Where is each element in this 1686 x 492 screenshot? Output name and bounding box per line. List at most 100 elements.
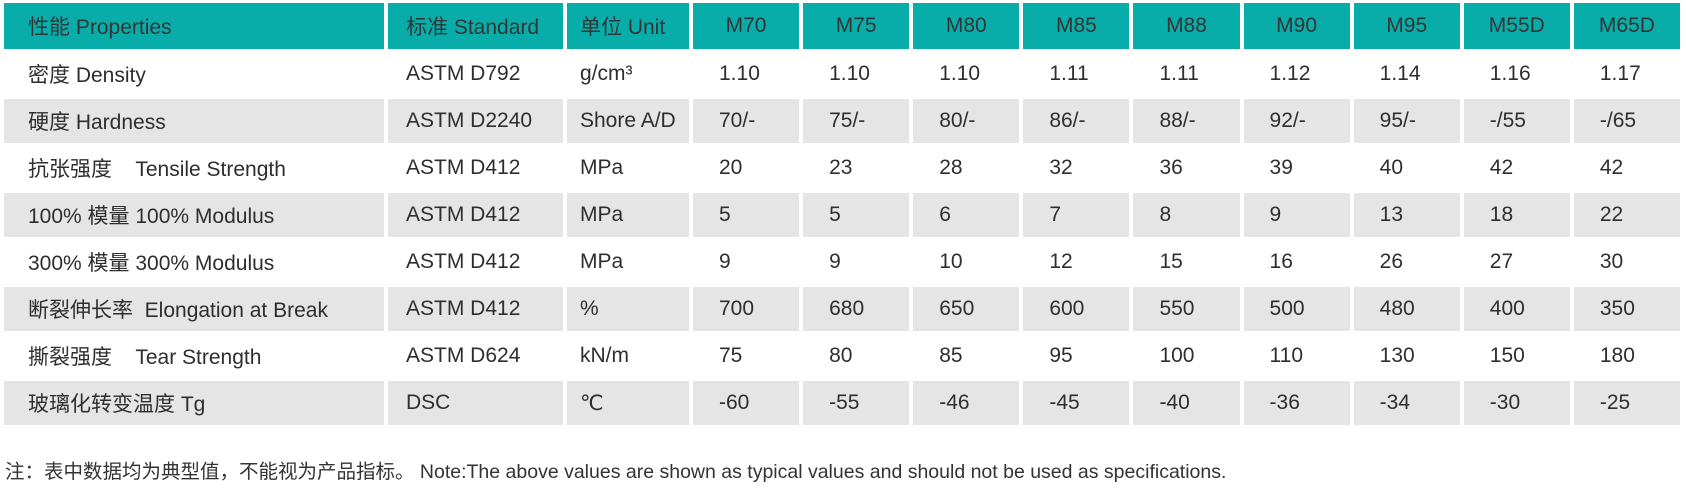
table-body: 密度 Density ASTM D792 g/cm³ 1.10 1.10 1.10 1.11…: [4, 52, 1680, 425]
value-cell: 92/-: [1243, 99, 1350, 143]
column-header-m80: M80: [913, 3, 1020, 49]
property-cell: 断裂伸长率 Elongation at Break: [4, 287, 384, 331]
material-properties-table: 性能 Properties 标准 Standard 单位 Unit M70 M75 M80…: [4, 3, 1680, 425]
property-cell: 玻璃化转变温度 Tg: [4, 381, 384, 425]
table-row: 玻璃化转变温度 Tg DSC ℃ -60 -55 -46 -45 -40 -36 -34 -30 -2…: [4, 381, 1680, 425]
value-cell: 12: [1023, 240, 1130, 284]
value-cell: 6: [913, 193, 1020, 237]
property-cell: 抗张强度 Tensile Strength: [4, 146, 384, 190]
unit-cell: %: [567, 287, 689, 331]
value-cell: 18: [1463, 193, 1570, 237]
value-cell: 9: [693, 240, 800, 284]
table-header-row: 性能 Properties 标准 Standard 单位 Unit M70 M75 M80…: [4, 3, 1680, 49]
property-cell: 密度 Density: [4, 52, 384, 96]
value-cell: -46: [913, 381, 1020, 425]
unit-cell: kN/m: [567, 334, 689, 378]
value-cell: 23: [803, 146, 910, 190]
value-cell: 110: [1243, 334, 1350, 378]
value-cell: 650: [913, 287, 1020, 331]
value-cell: 26: [1353, 240, 1460, 284]
value-cell: 80: [803, 334, 910, 378]
column-header-m65d: M65D: [1573, 3, 1680, 49]
property-cell: 100% 模量 100% Modulus: [4, 193, 384, 237]
standard-cell: ASTM D624: [388, 334, 563, 378]
value-cell: 1.11: [1133, 52, 1240, 96]
value-cell: 600: [1023, 287, 1130, 331]
table-row: 密度 Density ASTM D792 g/cm³ 1.10 1.10 1.10 1.11…: [4, 52, 1680, 96]
table-row: 断裂伸长率 Elongation at Break ASTM D412% 700 68…: [4, 287, 1680, 331]
value-cell: -36: [1243, 381, 1350, 425]
unit-cell: g/cm³: [567, 52, 689, 96]
value-cell: 700: [693, 287, 800, 331]
table-row: 300% 模量 300% Modulus ASTM D412 MPa 9 9 10 12 15…: [4, 240, 1680, 284]
unit-cell: MPa: [567, 240, 689, 284]
value-cell: 9: [803, 240, 910, 284]
footnote: 注：表中数据均为典型值，不能视为产品指标。 Note:The above val…: [5, 461, 1227, 483]
standard-cell: ASTM D412: [388, 240, 563, 284]
value-cell: 42: [1573, 146, 1680, 190]
value-cell: 9: [1243, 193, 1350, 237]
column-header-m55d: M55D: [1463, 3, 1570, 49]
unit-cell: MPa: [567, 193, 689, 237]
value-cell: -45: [1023, 381, 1130, 425]
value-cell: 180: [1573, 334, 1680, 378]
value-cell: 28: [913, 146, 1020, 190]
standard-cell: ASTM D792: [388, 52, 563, 96]
value-cell: 130: [1353, 334, 1460, 378]
value-cell: 10: [913, 240, 1020, 284]
table-row: 硬度 Hardness ASTM D2240 Shore A/D 70/- 75/- 80…: [4, 99, 1680, 143]
value-cell: 32: [1023, 146, 1130, 190]
value-cell: 95/-: [1353, 99, 1460, 143]
value-cell: 36: [1133, 146, 1240, 190]
value-cell: 350: [1573, 287, 1680, 331]
value-cell: -34: [1353, 381, 1460, 425]
value-cell: 500: [1243, 287, 1350, 331]
value-cell: 13: [1353, 193, 1460, 237]
value-cell: 1.17: [1573, 52, 1680, 96]
value-cell: 1.16: [1463, 52, 1570, 96]
value-cell: 680: [803, 287, 910, 331]
standard-cell: DSC: [388, 381, 563, 425]
value-cell: -/55: [1463, 99, 1570, 143]
value-cell: 20: [693, 146, 800, 190]
unit-cell: MPa: [567, 146, 689, 190]
table-row: 100% 模量 100% Modulus ASTM D412 MPa 5 5 6 7 8 9 13…: [4, 193, 1680, 237]
value-cell: 8: [1133, 193, 1240, 237]
standard-cell: ASTM D412: [388, 193, 563, 237]
value-cell: -55: [803, 381, 910, 425]
value-cell: 1.10: [693, 52, 800, 96]
column-header-m70: M70: [693, 3, 800, 49]
value-cell: 15: [1133, 240, 1240, 284]
value-cell: 42: [1463, 146, 1570, 190]
column-header-m75: M75: [803, 3, 910, 49]
value-cell: -30: [1463, 381, 1570, 425]
value-cell: 150: [1463, 334, 1570, 378]
value-cell: 70/-: [693, 99, 800, 143]
value-cell: 480: [1353, 287, 1460, 331]
value-cell: -60: [693, 381, 800, 425]
column-header-m88: M88: [1133, 3, 1240, 49]
value-cell: 550: [1133, 287, 1240, 331]
value-cell: -40: [1133, 381, 1240, 425]
property-cell: 撕裂强度 Tear Strength: [4, 334, 384, 378]
unit-cell: Shore A/D: [567, 99, 689, 143]
value-cell: 1.14: [1353, 52, 1460, 96]
table-row: 抗张强度 Tensile Strength ASTM D412 MPa 20 23 28 3…: [4, 146, 1680, 190]
value-cell: 30: [1573, 240, 1680, 284]
value-cell: 5: [803, 193, 910, 237]
column-header-m90: M90: [1243, 3, 1350, 49]
value-cell: 400: [1463, 287, 1570, 331]
value-cell: 5: [693, 193, 800, 237]
value-cell: 86/-: [1023, 99, 1130, 143]
value-cell: 1.11: [1023, 52, 1130, 96]
column-header-standard: 标准 Standard: [388, 3, 563, 49]
value-cell: -25: [1573, 381, 1680, 425]
value-cell: 1.10: [803, 52, 910, 96]
column-header-m85: M85: [1023, 3, 1130, 49]
value-cell: 75/-: [803, 99, 910, 143]
value-cell: 88/-: [1133, 99, 1240, 143]
value-cell: 22: [1573, 193, 1680, 237]
unit-cell: ℃: [567, 381, 689, 425]
property-cell: 300% 模量 300% Modulus: [4, 240, 384, 284]
value-cell: 80/-: [913, 99, 1020, 143]
